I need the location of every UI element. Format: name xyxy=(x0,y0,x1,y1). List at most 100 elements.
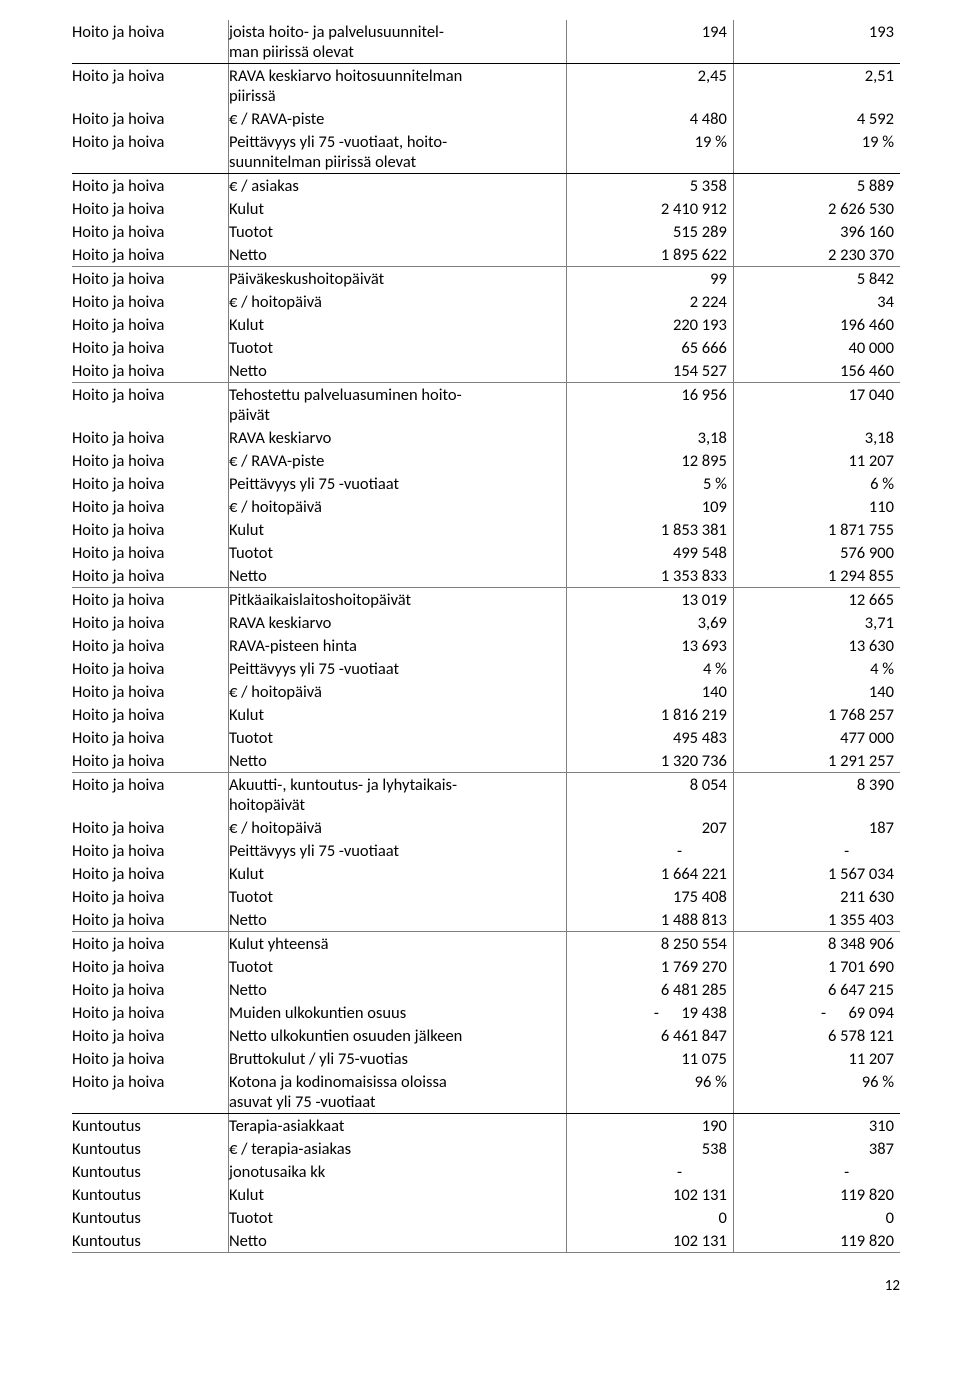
label-cell: Kotona ja kodinomaisissa oloissa asuvat … xyxy=(229,1070,567,1114)
table-row: Hoito ja hoivaRAVA keskiarvo3,693,71 xyxy=(72,611,900,634)
value-cell-b: 3,18 xyxy=(733,426,900,449)
value-cell-a: 175 408 xyxy=(567,885,734,908)
label-cell: € / hoitopäivä xyxy=(229,495,567,518)
value-cell-b: 2 230 370 xyxy=(733,243,900,267)
value-cell-a: 1 816 219 xyxy=(567,703,734,726)
value-cell-b: 119 820 xyxy=(733,1183,900,1206)
label-cell: Tuotot xyxy=(229,955,567,978)
category-cell: Kuntoutus xyxy=(72,1160,229,1183)
category-cell: Hoito ja hoiva xyxy=(72,220,229,243)
category-cell: Hoito ja hoiva xyxy=(72,773,229,817)
value-cell-b: 34 xyxy=(733,290,900,313)
value-cell-a: 2 224 xyxy=(567,290,734,313)
label-cell: Kulut yhteensä xyxy=(229,932,567,956)
value-cell-b: - 69 094 xyxy=(733,1001,900,1024)
table-row: Hoito ja hoiva€ / RAVA-piste4 4804 592 xyxy=(72,107,900,130)
label-cell: € / asiakas xyxy=(229,174,567,198)
category-cell: Hoito ja hoiva xyxy=(72,1047,229,1070)
label-cell: Peittävyys yli 75 -vuotiaat xyxy=(229,657,567,680)
value-cell-b: 187 xyxy=(733,816,900,839)
value-cell-a: 109 xyxy=(567,495,734,518)
category-cell: Hoito ja hoiva xyxy=(72,313,229,336)
value-cell-b: 119 820 xyxy=(733,1229,900,1253)
value-cell-a: 0 xyxy=(567,1206,734,1229)
table-row: Hoito ja hoivaTuotot495 483477 000 xyxy=(72,726,900,749)
label-cell: Akuutti-, kuntoutus- ja lyhytaikais- hoi… xyxy=(229,773,567,817)
table-row: Hoito ja hoivaKulut2 410 9122 626 530 xyxy=(72,197,900,220)
value-cell-a: 11 075 xyxy=(567,1047,734,1070)
label-cell: Netto ulkokuntien osuuden jälkeen xyxy=(229,1024,567,1047)
label-cell: Netto xyxy=(229,908,567,932)
label-cell: € / hoitopäivä xyxy=(229,290,567,313)
category-cell: Hoito ja hoiva xyxy=(72,908,229,932)
value-cell-a: 102 131 xyxy=(567,1183,734,1206)
value-cell-a: 19 % xyxy=(567,130,734,174)
category-cell: Hoito ja hoiva xyxy=(72,383,229,427)
table-row: Hoito ja hoivaBruttokulut / yli 75-vuoti… xyxy=(72,1047,900,1070)
value-cell-a: 99 xyxy=(567,267,734,291)
category-cell: Hoito ja hoiva xyxy=(72,1001,229,1024)
category-cell: Hoito ja hoiva xyxy=(72,336,229,359)
value-cell-b: 310 xyxy=(733,1114,900,1138)
table-row: Kuntoutus€ / terapia-asiakas538387 xyxy=(72,1137,900,1160)
category-cell: Hoito ja hoiva xyxy=(72,932,229,956)
table-row: Hoito ja hoivaNetto1 488 8131 355 403 xyxy=(72,908,900,932)
label-cell: RAVA-pisteen hinta xyxy=(229,634,567,657)
value-cell-b: - xyxy=(733,1160,900,1183)
table-row: Hoito ja hoivaKulut1 816 2191 768 257 xyxy=(72,703,900,726)
table-row: Hoito ja hoivaKulut yhteensä8 250 5548 3… xyxy=(72,932,900,956)
value-cell-a: 495 483 xyxy=(567,726,734,749)
value-cell-b: 193 xyxy=(733,20,900,64)
value-cell-b: 196 460 xyxy=(733,313,900,336)
label-cell: Kulut xyxy=(229,703,567,726)
label-cell: Netto xyxy=(229,243,567,267)
category-cell: Hoito ja hoiva xyxy=(72,749,229,773)
value-cell-b: 211 630 xyxy=(733,885,900,908)
value-cell-a: 140 xyxy=(567,680,734,703)
table-row: Hoito ja hoivaNetto ulkokuntien osuuden … xyxy=(72,1024,900,1047)
data-table: Hoito ja hoivajoista hoito- ja palvelusu… xyxy=(72,20,900,1253)
table-row: Hoito ja hoivaRAVA-pisteen hinta13 69313… xyxy=(72,634,900,657)
label-cell: RAVA keskiarvo xyxy=(229,426,567,449)
category-cell: Hoito ja hoiva xyxy=(72,174,229,198)
table-row: Hoito ja hoivajoista hoito- ja palvelusu… xyxy=(72,20,900,64)
category-cell: Hoito ja hoiva xyxy=(72,955,229,978)
category-cell: Hoito ja hoiva xyxy=(72,564,229,588)
category-cell: Hoito ja hoiva xyxy=(72,862,229,885)
value-cell-a: 5 358 xyxy=(567,174,734,198)
label-cell: Kulut xyxy=(229,197,567,220)
value-cell-a: 190 xyxy=(567,1114,734,1138)
value-cell-b: 17 040 xyxy=(733,383,900,427)
value-cell-a: 3,69 xyxy=(567,611,734,634)
table-row: Hoito ja hoivaTuotot499 548576 900 xyxy=(72,541,900,564)
value-cell-a: - xyxy=(567,839,734,862)
category-cell: Hoito ja hoiva xyxy=(72,611,229,634)
table-row: Hoito ja hoivaKulut220 193196 460 xyxy=(72,313,900,336)
value-cell-a: 3,18 xyxy=(567,426,734,449)
label-cell: Peittävyys yli 75 -vuotiaat, hoito- suun… xyxy=(229,130,567,174)
value-cell-a: 12 895 xyxy=(567,449,734,472)
table-row: KuntoutusTerapia-asiakkaat190310 xyxy=(72,1114,900,1138)
value-cell-b: 477 000 xyxy=(733,726,900,749)
label-cell: Kulut xyxy=(229,1183,567,1206)
table-row: Hoito ja hoiva€ / hoitopäivä109110 xyxy=(72,495,900,518)
value-cell-a: 194 xyxy=(567,20,734,64)
value-cell-b: 4 592 xyxy=(733,107,900,130)
value-cell-a: 154 527 xyxy=(567,359,734,383)
table-row: Hoito ja hoivaKulut1 664 2211 567 034 xyxy=(72,862,900,885)
value-cell-b: 12 665 xyxy=(733,588,900,612)
label-cell: Netto xyxy=(229,749,567,773)
value-cell-a: 1 895 622 xyxy=(567,243,734,267)
category-cell: Hoito ja hoiva xyxy=(72,541,229,564)
value-cell-a: 515 289 xyxy=(567,220,734,243)
value-cell-b: 2 626 530 xyxy=(733,197,900,220)
value-cell-b: 5 889 xyxy=(733,174,900,198)
label-cell: Tuotot xyxy=(229,885,567,908)
label-cell: Netto xyxy=(229,564,567,588)
table-row: Hoito ja hoivaAkuutti-, kuntoutus- ja ly… xyxy=(72,773,900,817)
table-row: Hoito ja hoivaPeittävyys yli 75 -vuotiaa… xyxy=(72,839,900,862)
table-row: Hoito ja hoivaTuotot65 66640 000 xyxy=(72,336,900,359)
value-cell-b: 8 348 906 xyxy=(733,932,900,956)
label-cell: RAVA keskiarvo xyxy=(229,611,567,634)
category-cell: Hoito ja hoiva xyxy=(72,64,229,108)
